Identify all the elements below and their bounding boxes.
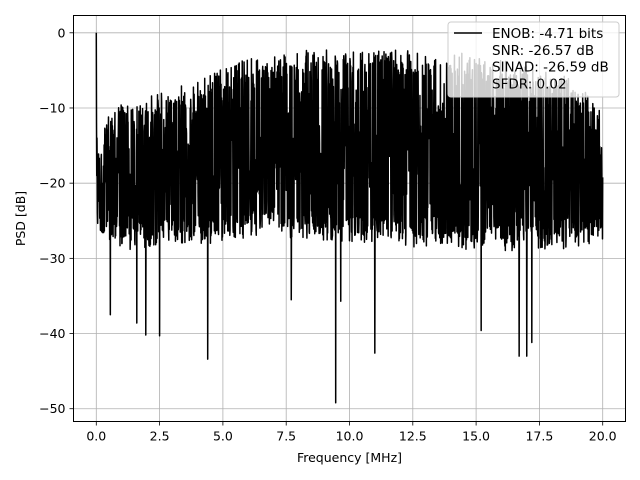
y-tick-label: −10	[39, 100, 65, 115]
x-tick-label: 20.0	[589, 429, 617, 444]
series-layer	[95, 32, 604, 404]
y-tick-label: −20	[39, 176, 65, 191]
x-tick-label: 17.5	[525, 429, 553, 444]
x-axis-label: Frequency [MHz]	[297, 450, 402, 465]
x-tick-label: 5.0	[213, 429, 233, 444]
x-tick-label: 0.0	[86, 429, 106, 444]
x-tick-label: 7.5	[276, 429, 296, 444]
y-ticks: 0 −10 −20 −30 −40 −50	[39, 25, 74, 416]
legend-box	[447, 21, 620, 98]
x-tick-label: 2.5	[150, 429, 170, 444]
legend-label: SNR: -26.57 dB	[492, 43, 594, 59]
legend-label: ENOB: -4.71 bits	[492, 26, 603, 42]
y-axis-label: PSD [dB]	[13, 191, 28, 246]
y-tick-label: −50	[39, 401, 65, 416]
y-tick-label: −30	[39, 251, 65, 266]
x-ticks: 0.0 2.5 5.0 7.5 10.0 12.5 15.0 17.5 20.0	[86, 421, 617, 444]
y-tick-label: 0	[58, 25, 66, 40]
legend-label: SFDR: 0.02	[492, 76, 567, 92]
psd-series-line	[95, 32, 604, 404]
y-tick-label: −40	[39, 326, 65, 341]
x-tick-label: 12.5	[399, 429, 427, 444]
x-tick-label: 10.0	[336, 429, 364, 444]
legend-label: SINAD: -26.59 dB	[492, 60, 609, 76]
x-tick-label: 15.0	[462, 429, 490, 444]
